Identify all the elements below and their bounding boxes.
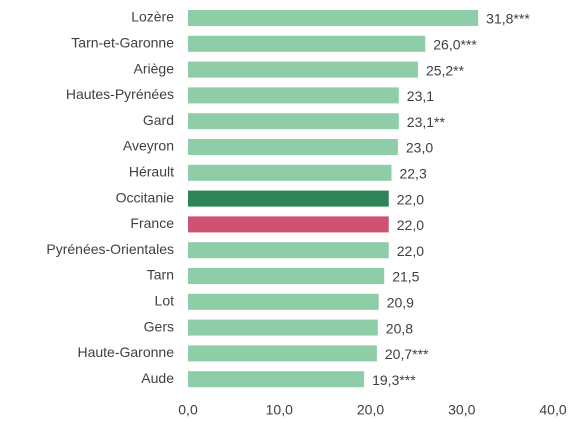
category-label: Haute-Garonne bbox=[77, 344, 174, 360]
category-label: Hérault bbox=[129, 164, 174, 180]
bar bbox=[188, 293, 379, 310]
bar bbox=[188, 268, 385, 284]
bar bbox=[188, 61, 418, 78]
bar bbox=[188, 10, 479, 26]
category-label: Hautes-Pyrénées bbox=[66, 86, 174, 102]
value-label: 23,0 bbox=[406, 140, 433, 156]
category-label: Ariège bbox=[134, 60, 175, 76]
category-label: France bbox=[130, 215, 174, 231]
bar bbox=[188, 35, 426, 52]
category-label: Pyrénées-Orientales bbox=[46, 241, 174, 257]
category-label: Lot bbox=[155, 293, 175, 309]
value-label: 23,1 bbox=[407, 88, 434, 104]
value-label: 22,0 bbox=[397, 191, 424, 207]
value-label: 20,8 bbox=[386, 320, 413, 336]
x-tick-label: 30,0 bbox=[448, 402, 475, 418]
value-label: 25,2** bbox=[426, 62, 465, 78]
value-label: 23,1** bbox=[407, 114, 446, 130]
category-label: Aveyron bbox=[123, 138, 174, 154]
value-label: 26,0*** bbox=[433, 37, 477, 53]
bar bbox=[188, 345, 377, 362]
category-label: Tarn bbox=[147, 267, 174, 283]
category-label: Tarn-et-Garonne bbox=[71, 35, 174, 51]
value-label: 19,3*** bbox=[372, 372, 416, 388]
value-label: 22,3 bbox=[399, 166, 426, 182]
x-tick-label: 20,0 bbox=[357, 402, 384, 418]
bar bbox=[188, 371, 365, 388]
x-tick-label: 0,0 bbox=[178, 402, 198, 418]
value-label: 21,5 bbox=[392, 269, 419, 285]
x-tick-label: 10,0 bbox=[266, 402, 293, 418]
bar bbox=[188, 242, 389, 259]
value-label: 20,9 bbox=[387, 295, 414, 311]
category-label: Occitanie bbox=[116, 189, 175, 205]
category-label: Gers bbox=[144, 318, 174, 334]
bar bbox=[188, 216, 389, 233]
bar bbox=[188, 139, 398, 155]
bar bbox=[188, 113, 399, 130]
category-label: Gard bbox=[143, 112, 174, 128]
bar bbox=[188, 87, 399, 104]
x-tick-label: 40,0 bbox=[539, 402, 566, 418]
value-label: 31,8*** bbox=[486, 11, 530, 27]
category-label: Aude bbox=[141, 370, 174, 386]
bar bbox=[188, 190, 389, 207]
value-label: 22,0 bbox=[397, 217, 424, 233]
value-label: 20,7*** bbox=[385, 346, 429, 362]
bar bbox=[188, 164, 392, 181]
bar bbox=[188, 319, 378, 336]
value-label: 22,0 bbox=[397, 243, 424, 259]
category-label: Lozère bbox=[131, 9, 174, 25]
